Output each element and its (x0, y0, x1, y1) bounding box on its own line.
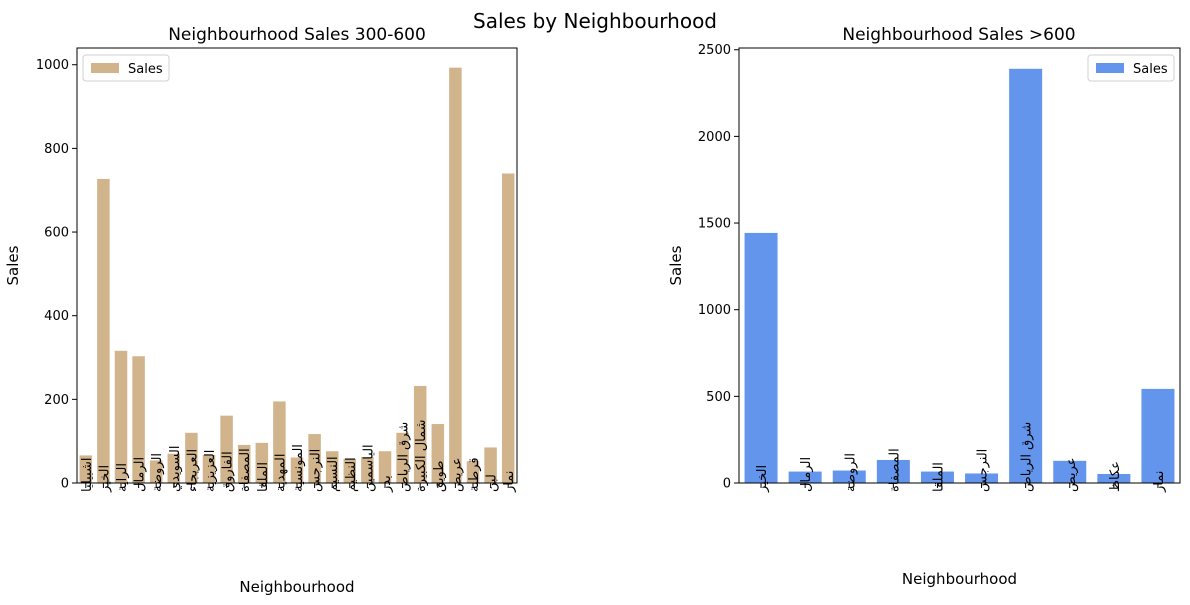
chart0-bar-1 (97, 178, 110, 483)
chart0-bar-6 (185, 432, 198, 483)
chart0-ytick-label-2: 400 (44, 309, 69, 324)
chart0-xtick-label-1: الخير (97, 465, 112, 493)
chart0-xtick-label-19: شمال الكبيرة (414, 419, 429, 492)
chart0-xtick-label-11: المهدية (273, 454, 288, 493)
chart0-xtick-label-3: الرمال (133, 457, 148, 492)
chart0-legend-box (82, 54, 170, 82)
chart0-bar-21 (449, 67, 462, 483)
chart0-xtick-label-4: الروضة (150, 453, 165, 492)
chart0-xtick-label-2: الراية (115, 463, 130, 492)
chart0-bar-4 (149, 460, 163, 483)
figure-suptitle: Sales by Neighbourhood (473, 9, 717, 33)
chart1-xtick-label-4: الملقا (931, 462, 946, 492)
chart0-bar-20 (431, 424, 445, 483)
chart0-bar-3 (132, 356, 145, 483)
chart1-bar-3 (876, 459, 910, 483)
chart0-ylabel: Sales (4, 245, 22, 285)
chart1-xtick-label-6: شرق الرياض (1020, 422, 1035, 492)
chart0-bar-10 (255, 442, 269, 483)
chart1-ytick-label-2: 1000 (698, 303, 731, 318)
chart1-bar-1 (788, 471, 822, 483)
chart0-xtick-label-7: العزيزية (203, 450, 218, 492)
chart0-ytick-label-5: 1000 (36, 58, 69, 73)
chart0-xtick-label-21: عريض (449, 458, 464, 492)
chart1-xlabel: Neighbourhood (902, 570, 1017, 588)
chart0-xtick-label-10: الملقا (256, 462, 271, 492)
chart1-ytick-label-0: 0 (723, 477, 731, 492)
chart0-xtick-label-16: الياسمين (361, 444, 376, 492)
chart0-bar-7 (202, 454, 216, 483)
chart1-ylabel: Sales (667, 245, 685, 285)
chart0-xtick-label-18: شرق الرياض (397, 422, 412, 492)
chart0-bar-23 (484, 447, 497, 483)
chart0-xlabel: Neighbourhood (239, 578, 354, 596)
chart1-ytick-label-1: 500 (706, 390, 731, 405)
chart1-xtick-label-2: الروضة (843, 453, 858, 492)
chart0-bar-0 (79, 455, 93, 483)
chart0-bar-2 (114, 350, 128, 483)
chart1-ytick-label-5: 2500 (698, 43, 731, 58)
chart1-bar-5 (965, 473, 999, 483)
chart1-xtick-label-9: نمار (1152, 471, 1167, 493)
chart0-bar-16 (361, 457, 374, 483)
chart0-ytick-label-4: 800 (44, 142, 69, 157)
chart0-xtick-label-24: نمار (502, 471, 517, 493)
chart1-xtick-label-1: الرمال (799, 457, 814, 492)
chart0-bar-9 (237, 444, 251, 483)
chart0-ytick-label-0: 0 (61, 477, 69, 492)
chart0-legend-label: Sales (128, 62, 163, 77)
chart1-xtick-label-0: الخير (755, 465, 770, 493)
chart0-xtick-label-8: الفاروق (221, 451, 236, 492)
chart0-legend-swatch (91, 63, 119, 73)
chart0-bar-18 (396, 432, 409, 483)
chart1-bar-7 (1053, 460, 1087, 483)
chart0-xtick-label-14: النسيم (326, 456, 341, 492)
chart1-legend-swatch (1096, 63, 1124, 73)
chart1-bar-0 (744, 232, 778, 483)
chart0-bar-15 (343, 458, 357, 483)
chart0-xtick-label-20: طويق (432, 460, 447, 492)
chart0-title: Neighbourhood Sales 300-600 (168, 25, 426, 45)
chart0-bar-14 (325, 451, 339, 483)
chart1-ytick-label-3: 1500 (698, 217, 731, 232)
chart0-bar-13 (308, 434, 321, 483)
chart0-xtick-label-6: العريجاء (185, 449, 200, 492)
chart1-legend-label: Sales (1133, 62, 1168, 77)
chart0-ytick-label-3: 600 (44, 226, 69, 241)
chart0-bar-24 (501, 173, 515, 483)
chart0-xtick-label-15: النظيم (344, 457, 359, 492)
chart1-xtick-label-8: عكاظ (1108, 461, 1123, 492)
chart0-xtick-label-12: المونسية (291, 444, 306, 492)
chart0-ytick-label-1: 200 (44, 393, 69, 408)
chart0-bar-8 (220, 415, 233, 483)
chart0-xtick-label-17: بدر (379, 475, 394, 493)
chart1-plot-frame (738, 47, 1181, 484)
chart0-xtick-label-9: المصفاة (238, 448, 253, 492)
chart0-xtick-label-0: اشبيليا (80, 457, 95, 492)
chart1-xtick-label-5: النرجس (976, 449, 991, 492)
chart1-bar-2 (832, 470, 866, 483)
chart1-ytick-label-4: 2000 (698, 130, 731, 145)
chart1-bar-9 (1141, 388, 1175, 483)
chart1-bar-4 (920, 471, 954, 483)
chart1-bar-6 (1009, 68, 1043, 483)
chart0-bar-22 (466, 461, 480, 483)
chart0-bar-5 (167, 453, 181, 483)
chart0-bar-17 (378, 451, 392, 483)
chart1-legend-box (1087, 54, 1175, 82)
chart0-xtick-label-22: قرطبة (467, 457, 482, 492)
chart0-xtick-label-13: النرجس (309, 449, 324, 492)
chart0-bar-11 (273, 401, 286, 483)
chart1-xtick-label-7: عريض (1064, 458, 1079, 492)
chart1-xtick-label-3: المصفاة (887, 448, 902, 492)
chart1-bar-8 (1097, 473, 1131, 483)
chart0-bar-12 (290, 457, 304, 483)
chart1-title: Neighbourhood Sales >600 (842, 25, 1075, 45)
chart0-bar-19 (413, 385, 427, 483)
chart0-xtick-label-23: لبن (485, 474, 500, 492)
chart0-xtick-label-5: السويدي (168, 445, 183, 492)
